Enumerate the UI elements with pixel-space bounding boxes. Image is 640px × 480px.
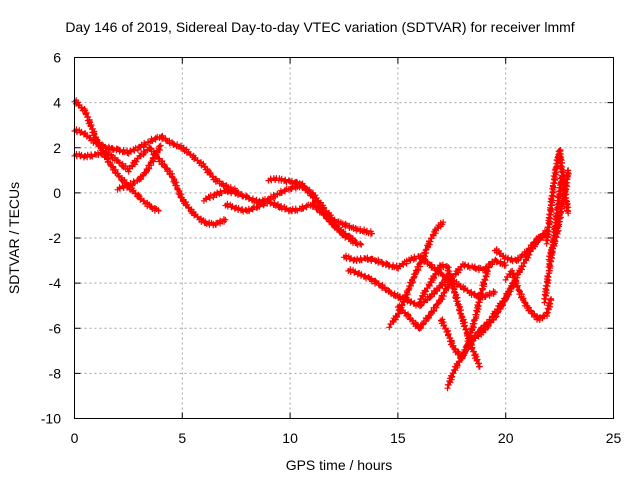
y-tick-label: 0 — [53, 185, 61, 201]
x-tick-label: 15 — [390, 430, 406, 446]
plot-frame — [74, 57, 614, 419]
y-axis-label: SDTVAR / TECUs — [6, 182, 22, 294]
y-tick-label: -2 — [49, 230, 62, 246]
series-track-3 — [71, 144, 229, 229]
marker-trace — [545, 167, 572, 263]
x-tick-label: 20 — [498, 430, 514, 446]
y-tick-label: 4 — [53, 95, 61, 111]
series-track-16 — [491, 231, 548, 265]
series-track-4 — [114, 142, 164, 193]
marker-trace — [491, 231, 548, 265]
axis-ticks: 0 5 10 15 20 25 -10 -8 -6 -4 -2 0 2 4 6 — [41, 50, 622, 447]
chart-title: Day 146 of 2019, Sidereal Day-to-day VTE… — [65, 19, 574, 35]
data-markers — [71, 97, 572, 392]
marker-trace — [502, 267, 555, 323]
series-track-17 — [502, 267, 555, 323]
marker-trace — [71, 144, 229, 229]
x-tick-label: 5 — [178, 430, 186, 446]
x-axis-label: GPS time / hours — [286, 457, 393, 473]
series-track-7 — [265, 175, 358, 244]
x-tick-label: 25 — [606, 430, 622, 446]
y-tick-label: -10 — [41, 411, 61, 427]
grid-lines — [74, 57, 614, 419]
y-tick-label: 6 — [53, 50, 61, 66]
y-tick-label: -8 — [49, 365, 62, 381]
series-track-20 — [545, 167, 572, 263]
y-tick-label: 2 — [53, 140, 61, 156]
y-tick-label: -4 — [49, 275, 62, 291]
x-tick-label: 0 — [71, 430, 79, 446]
marker-trace — [114, 142, 164, 193]
y-tick-label: -6 — [49, 320, 62, 336]
marker-trace — [265, 175, 358, 244]
x-tick-label: 10 — [282, 430, 298, 446]
